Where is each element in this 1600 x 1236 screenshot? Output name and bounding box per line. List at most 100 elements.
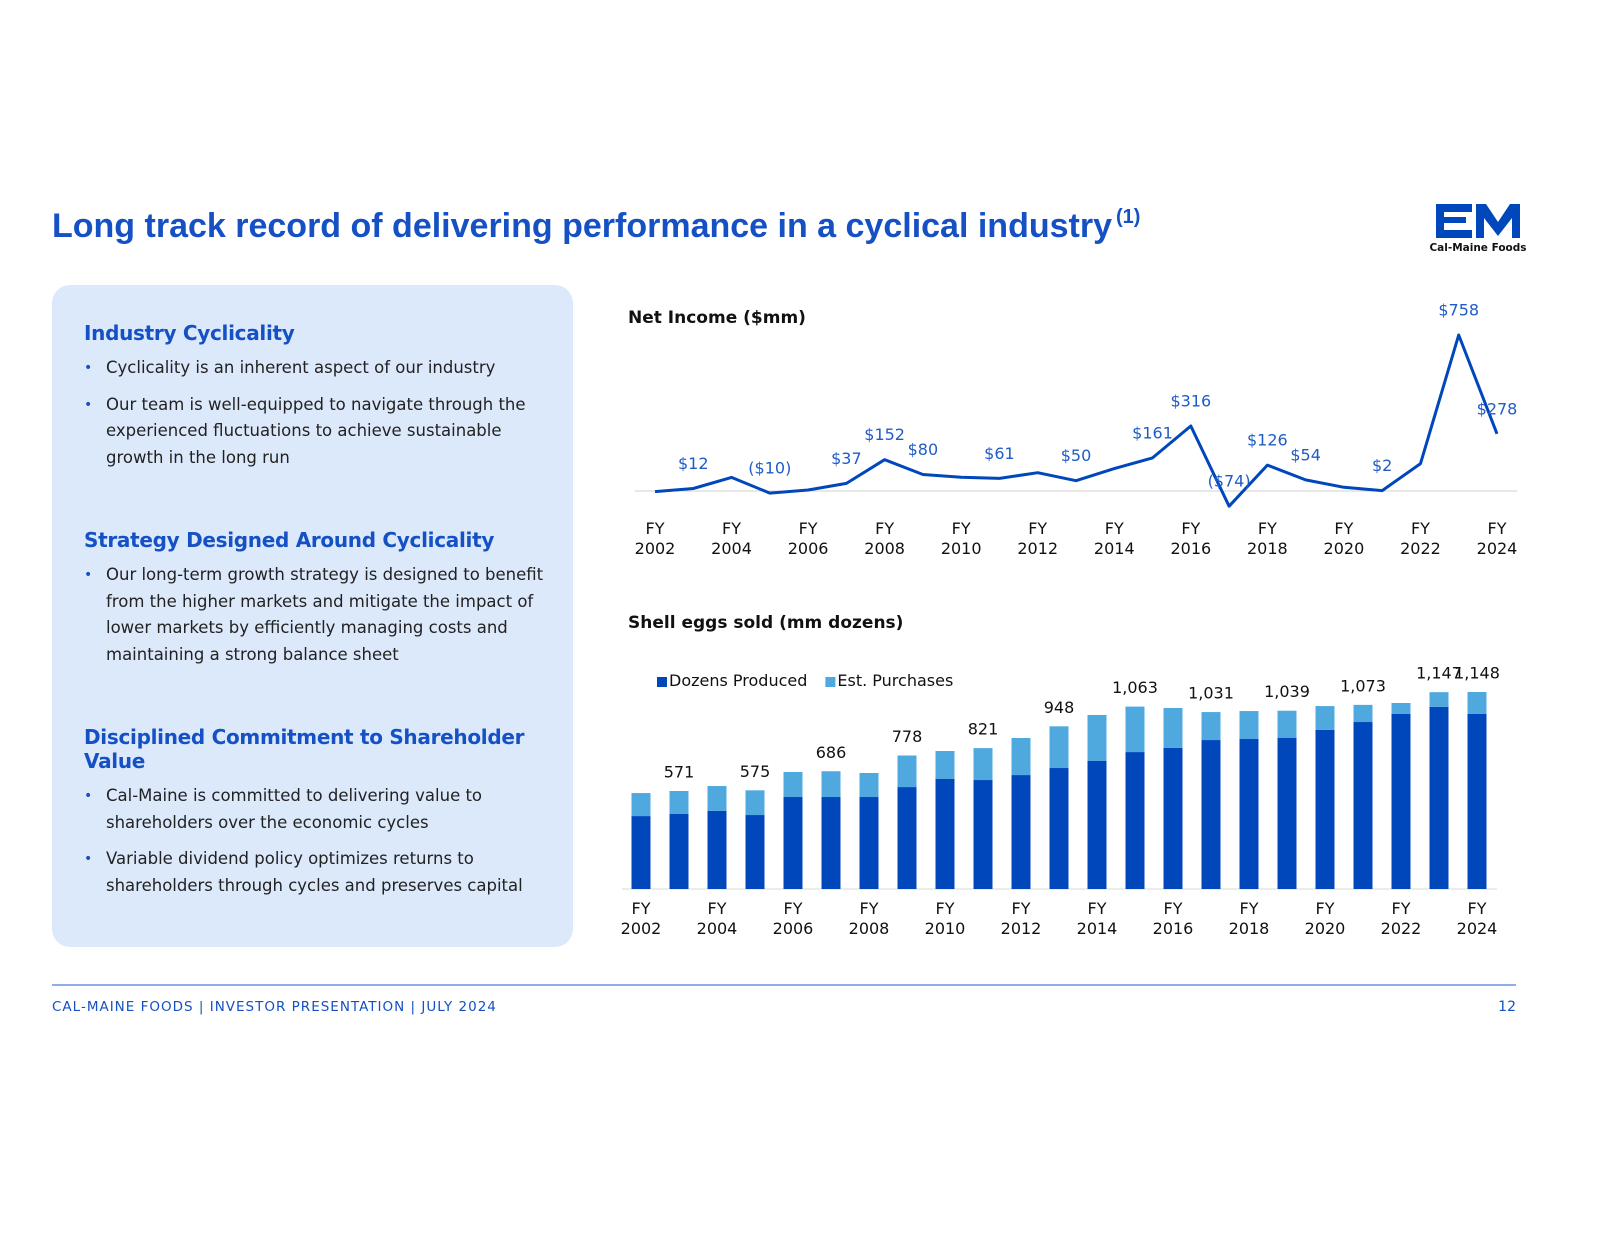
- value-label: $50: [1061, 446, 1092, 465]
- sidebar-section: Strategy Designed Around Cyclicality Our …: [84, 528, 554, 678]
- value-label: ($74): [1208, 472, 1251, 491]
- total-label: 1,063: [1112, 678, 1158, 697]
- bar-segment: [631, 816, 651, 889]
- bullet-list: Our long-term growth strategy is designe…: [84, 562, 554, 668]
- value-label: ($10): [748, 459, 791, 478]
- total-label: 1,039: [1264, 682, 1310, 701]
- chart-title: Shell eggs sold (mm dozens): [628, 613, 904, 633]
- bar-segment: [1315, 706, 1335, 730]
- total-label: 1,148: [1454, 664, 1500, 683]
- bar-segment: [707, 786, 727, 811]
- bar-segment: [935, 751, 955, 780]
- x-tick-label: FY 2010: [940, 519, 982, 558]
- total-label: 821: [968, 720, 999, 739]
- bullet: Cal-Maine is committed to delivering val…: [84, 783, 554, 836]
- legend-swatch: [657, 677, 667, 687]
- bar-segment: [783, 797, 803, 889]
- x-tick-label: FY 2018: [1228, 899, 1270, 938]
- bar-segment: [1353, 722, 1373, 889]
- x-tick-label: FY 2022: [1380, 899, 1422, 938]
- logo-text: Cal-Maine Foods: [1429, 242, 1526, 254]
- total-label: 575: [740, 762, 771, 781]
- total-label: 1,147: [1416, 664, 1462, 683]
- section-heading: Strategy Designed Around Cyclicality: [84, 528, 495, 552]
- bar-segment: [1125, 706, 1145, 753]
- bar-segment: [1011, 775, 1031, 889]
- value-label: $758: [1438, 301, 1479, 320]
- x-tick-label: FY 2002: [634, 519, 676, 558]
- bar-segment: [745, 815, 765, 889]
- bullet: Our team is well-equipped to navigate th…: [84, 392, 554, 472]
- x-tick-label: FY 2002: [620, 899, 662, 938]
- bar-segment: [935, 779, 955, 889]
- bullet: Cyclicality is an inherent aspect of our…: [84, 355, 554, 382]
- x-tick-label: FY 2016: [1170, 519, 1212, 558]
- value-label: $80: [908, 440, 939, 459]
- bar-segment: [1239, 739, 1259, 889]
- x-tick-label: FY 2024: [1456, 899, 1498, 938]
- section-heading: Industry Cyclicality: [84, 321, 295, 345]
- bar-segment: [973, 780, 993, 889]
- bar-segment: [1201, 740, 1221, 889]
- bar-segment: [1277, 737, 1297, 889]
- bar-segment: [669, 791, 689, 815]
- value-label: $61: [984, 444, 1015, 463]
- x-tick-label: FY 2020: [1304, 899, 1346, 938]
- bar-segment: [1011, 737, 1031, 776]
- logo-mark: [1436, 204, 1520, 238]
- x-tick-label: FY 2012: [1017, 519, 1059, 558]
- bar-segment: [1163, 747, 1183, 889]
- section-heading: Disciplined Commitment to Shareholder Va…: [84, 725, 525, 773]
- bar-segment: [1391, 702, 1411, 714]
- x-tick-label: FY 2020: [1323, 519, 1365, 558]
- bar-segment: [897, 755, 917, 788]
- total-label: 948: [1044, 698, 1075, 717]
- bullet-list: Cal-Maine is committed to delivering val…: [84, 783, 554, 899]
- total-label: 1,031: [1188, 684, 1234, 703]
- value-label: $278: [1477, 399, 1518, 418]
- total-label: 1,073: [1340, 676, 1386, 695]
- bar-segment: [1087, 714, 1107, 761]
- footer-text: CAL-MAINE FOODS | INVESTOR PRESENTATION …: [52, 999, 497, 1015]
- bar-segment: [1353, 704, 1373, 723]
- bar-segment: [973, 748, 993, 781]
- bar-segment: [1125, 752, 1145, 889]
- total-label: 778: [892, 727, 923, 746]
- x-tick-label: FY 2008: [848, 899, 890, 938]
- bar-segment: [707, 810, 727, 889]
- title-text: Long track record of delivering performa…: [52, 207, 1112, 245]
- bar-segment: [1163, 707, 1183, 748]
- value-label: $2: [1372, 456, 1392, 475]
- page-number: 12: [1498, 999, 1516, 1015]
- bullet: Variable dividend policy optimizes retur…: [84, 846, 554, 899]
- value-label: $12: [678, 454, 709, 473]
- x-tick-label: FY 2014: [1093, 519, 1135, 558]
- bar-segment: [1277, 710, 1297, 738]
- value-label: $54: [1290, 445, 1321, 464]
- bullet-list: Cyclicality is an inherent aspect of our…: [84, 355, 554, 471]
- bar-segment: [897, 787, 917, 889]
- bullet: Our long-term growth strategy is designe…: [84, 562, 554, 668]
- bar-segment: [821, 771, 841, 798]
- footnote-marker: (1): [1115, 206, 1141, 228]
- x-tick-label: FY 2018: [1247, 519, 1288, 558]
- x-tick-label: FY 2012: [1000, 899, 1042, 938]
- bar-segment: [745, 790, 765, 816]
- x-tick-label: FY 2004: [711, 519, 752, 558]
- x-tick-label: FY 2024: [1476, 519, 1518, 558]
- bar-segment: [783, 771, 803, 798]
- bar-segment: [1391, 713, 1411, 889]
- x-tick-label: FY 2008: [864, 519, 905, 558]
- legend-label: Dozens Produced: [669, 671, 808, 690]
- slide-title: Long track record of delivering performa…: [52, 206, 1140, 246]
- bar-segment: [631, 793, 651, 817]
- x-tick-label: FY 2006: [772, 899, 814, 938]
- value-label: $37: [831, 449, 862, 468]
- bar-segment: [1239, 711, 1259, 740]
- bar-segment: [1467, 713, 1487, 889]
- bar-segment: [821, 797, 841, 889]
- bar-segment: [1201, 712, 1221, 741]
- bar-segment: [669, 814, 689, 889]
